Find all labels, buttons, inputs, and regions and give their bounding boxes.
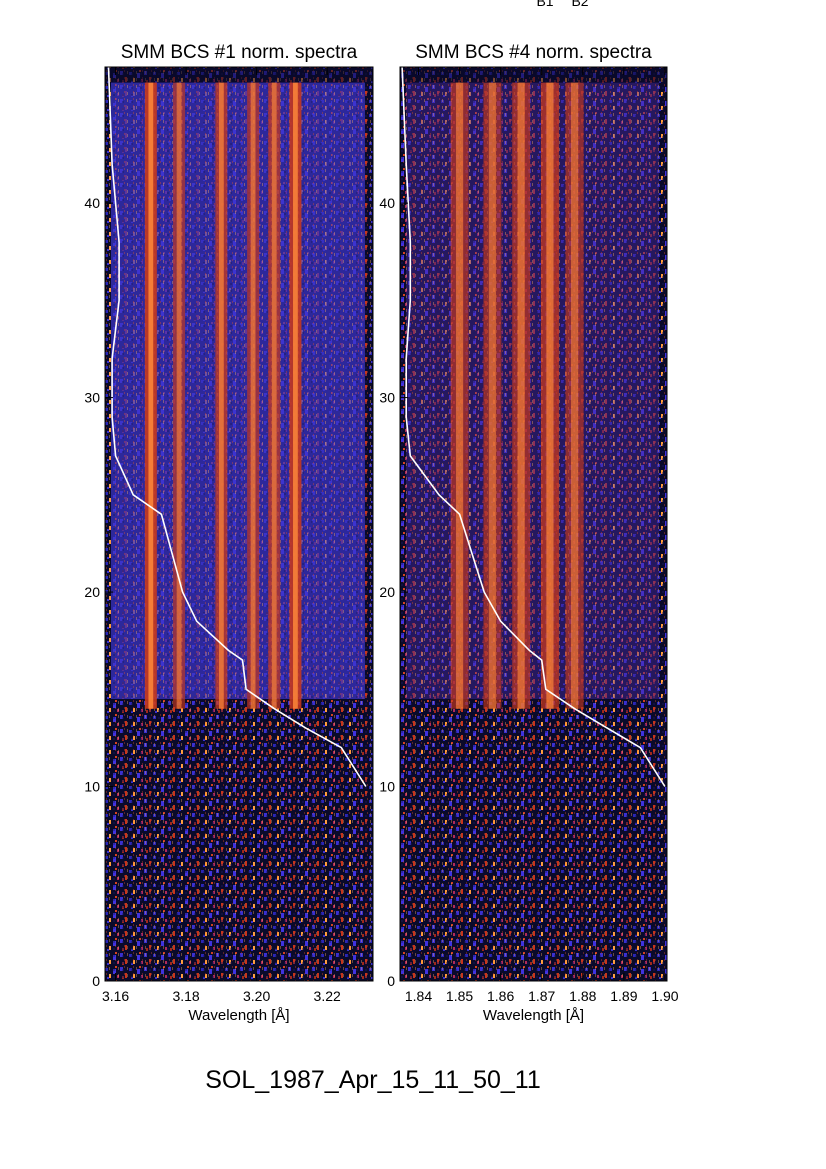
x-tick-label: 1.90 [651, 988, 678, 1004]
y-tick-label: 0 [387, 973, 395, 989]
heatmap-area [105, 67, 373, 981]
y-tick-label: 0 [92, 973, 100, 989]
emission-line-core [546, 82, 554, 709]
plot-frame [399, 66, 668, 982]
emission-line-core [148, 82, 154, 709]
x-tick-label: 1.89 [610, 988, 637, 1004]
panel-title: SMM BCS #4 norm. spectra [415, 42, 652, 63]
figure-caption: SOL_1987_Apr_15_11_50_11 [205, 1066, 541, 1094]
plot-frame [104, 66, 374, 982]
emission-line-core [176, 82, 182, 709]
x-tick-label: 1.88 [569, 988, 596, 1004]
x-tick-label: 3.16 [102, 988, 129, 1004]
y-tick-label: 20 [84, 584, 100, 600]
spectra-panel-2: SMM BCS #4 norm. spectra 1.84 1.85 1.86 1.87… [379, 42, 678, 1024]
heatmap-texture [400, 67, 667, 981]
emission-line-core [250, 82, 256, 709]
heatmap-area [400, 67, 667, 981]
y-tick-label: 40 [84, 195, 100, 211]
y-tick-label: 10 [379, 779, 395, 795]
top-strip [105, 67, 373, 83]
lightcurve-overlay [107, 67, 367, 787]
header-mark: B2 [571, 0, 588, 9]
emission-line-core [293, 82, 298, 709]
x-tick-label: 3.20 [243, 988, 270, 1004]
x-axis-label: Wavelength [Å] [188, 1007, 289, 1024]
emission-line-core [570, 82, 579, 709]
y-tick-label: 10 [84, 779, 100, 795]
y-tick-label: 30 [379, 390, 395, 406]
spectra-panel-1: SMM BCS #1 norm. spectra 3.16 3.18 3.20 3.22… [84, 42, 374, 1024]
emission-line-core [455, 82, 464, 709]
x-tick-label: 1.86 [487, 988, 514, 1004]
y-tick-label: 20 [379, 584, 395, 600]
emission-line-core [271, 82, 277, 709]
x-axis-label: Wavelength [Å] [483, 1007, 584, 1024]
y-tick-label: 40 [379, 195, 395, 211]
x-tick-label: 1.85 [446, 988, 473, 1004]
x-tick-label: 1.87 [528, 988, 555, 1004]
emission-line-core [488, 82, 497, 709]
header-mark: B1 [536, 0, 553, 9]
y-tick-label: 30 [84, 390, 100, 406]
panel-title: SMM BCS #1 norm. spectra [121, 42, 358, 63]
lightcurve-overlay [401, 67, 666, 787]
top-strip [400, 67, 667, 83]
emission-line-core [218, 82, 224, 709]
panels: SMM BCS #1 norm. spectra 3.16 3.18 3.20 3.22… [84, 42, 678, 1024]
x-tick-label: 1.84 [405, 988, 432, 1004]
emission-line-core [517, 82, 525, 709]
x-tick-label: 3.18 [172, 988, 199, 1004]
header-marks: B1 B2 [536, 0, 588, 9]
x-tick-label: 3.22 [314, 988, 341, 1004]
